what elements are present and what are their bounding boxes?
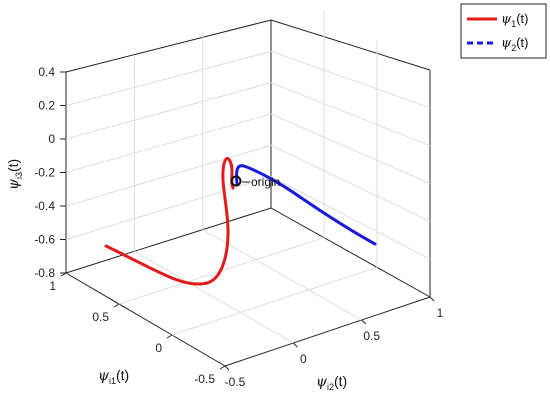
origin-marker: [230, 175, 242, 187]
y-axis-line: [224, 296, 431, 367]
y-tick-label: 0.5: [363, 329, 380, 343]
legend-psi2-suffix: (t): [516, 35, 528, 50]
z-axis-sub: i3: [14, 172, 24, 179]
legend-label-psi2: ψ2(t): [501, 35, 529, 53]
grid-line-y-floor: [134, 250, 294, 344]
series-psi1-line: [104, 157, 235, 286]
z-tick-label: 0.4: [38, 65, 55, 79]
grid-line-z: [65, 50, 431, 109]
z-tick-labels: 0.4 0.2 0 -0.2 -0.4 -0.6 -0.8: [34, 65, 66, 280]
z-tick-label: -0.4: [34, 199, 55, 213]
x-axis-sub: i1: [109, 376, 116, 386]
y-axis-symbol: ψ: [316, 374, 328, 390]
x-tick-label: 0.5: [92, 310, 109, 324]
legend-psi2-sub: 2: [511, 43, 516, 53]
z-axis-symbol: ψ: [6, 178, 22, 190]
x-axis-line: [65, 272, 226, 367]
legend-psi2-symbol: ψ: [501, 36, 512, 51]
z-tick-label: -0.6: [34, 233, 55, 247]
x-tick-mark: [60, 272, 67, 277]
legend-psi1-symbol: ψ: [501, 12, 512, 27]
x-tick-mark: [166, 334, 173, 339]
x-axis-label: ψi1(t): [98, 367, 129, 386]
axes-box: [65, 19, 431, 367]
y-tick-label: 1: [437, 306, 444, 320]
z-tick-label: 0.2: [38, 99, 55, 113]
grid-lines: [65, 10, 431, 344]
z-axis-label: ψi3(t): [5, 159, 24, 190]
y-tick-mark: [429, 296, 435, 302]
legend-box: [460, 3, 547, 59]
y-axis-label: ψi2(t): [316, 373, 347, 392]
y-tick-mark: [292, 342, 298, 348]
grid-line-z: [65, 82, 431, 147]
legend-psi1-sub: 1: [511, 19, 516, 29]
y-axis-sub: i2: [327, 382, 334, 392]
legend-label-psi1: ψ1(t): [501, 11, 529, 29]
origin-label: origin: [251, 175, 280, 189]
x-tick-label: -0.5: [194, 372, 215, 386]
legend-psi1-suffix: (t): [516, 11, 528, 26]
grid-line-x-floor: [171, 266, 378, 336]
y-tick-labels: -0.5 0 0.5 1: [224, 296, 444, 389]
x-tick-label: 1: [49, 279, 56, 293]
y-tick-mark: [361, 319, 367, 325]
y-tick-label: 0: [300, 352, 307, 366]
z-tick-label: -0.2: [34, 166, 55, 180]
box-top-back-edge: [65, 19, 431, 73]
y-tick-mark: [224, 365, 230, 371]
x-axis-symbol: ψ: [98, 368, 110, 384]
x-tick-label: 0: [155, 341, 162, 355]
z-tick-label: -0.8: [34, 266, 55, 280]
grid-line-y-floor: [202, 229, 362, 321]
z-axis-suffix: (t): [5, 159, 21, 172]
x-tick-mark: [113, 303, 120, 308]
x-tick-labels: -0.5 0 0.5 1: [49, 272, 226, 386]
series-psi2-line: [235, 164, 377, 246]
x-tick-mark: [219, 365, 226, 370]
grid-line-z: [65, 176, 431, 260]
y-tick-label: -0.5: [225, 375, 246, 389]
z-tick-label: 0: [48, 132, 55, 146]
x-axis-suffix: (t): [116, 367, 129, 383]
y-axis-suffix: (t): [334, 373, 347, 389]
legend: ψ1(t) ψ2(t): [460, 3, 547, 59]
